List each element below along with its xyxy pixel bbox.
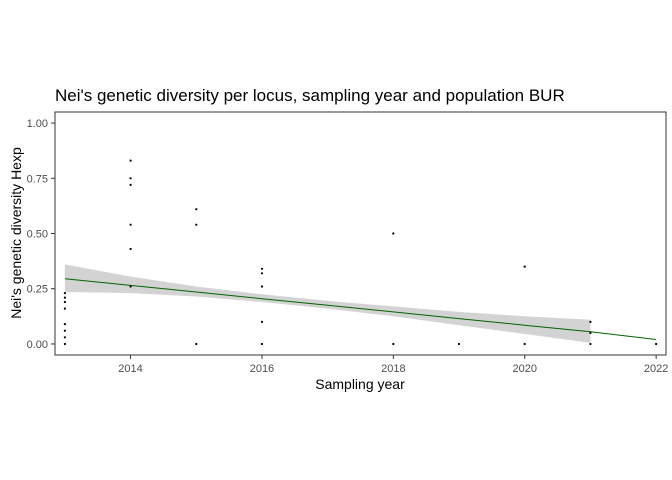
- data-point: [195, 342, 198, 346]
- data-point: [457, 342, 461, 346]
- chart-title: Nei's genetic diversity per locus, sampl…: [55, 86, 565, 105]
- y-tick-label: 1.00: [27, 118, 48, 130]
- data-point: [63, 300, 66, 304]
- data-point: [63, 323, 66, 326]
- data-point: [260, 320, 264, 323]
- trend-line: [64, 278, 657, 340]
- data-point: [655, 342, 658, 346]
- data-point: [260, 267, 264, 270]
- data-point: [195, 208, 198, 211]
- data-point: [523, 342, 526, 346]
- data-point: [523, 265, 526, 268]
- data-point: [129, 223, 132, 226]
- x-tick-label: 2014: [118, 363, 142, 375]
- data-point: [392, 342, 395, 346]
- data-point: [589, 342, 592, 346]
- data-point: [589, 320, 592, 323]
- x-tick-label: 2020: [513, 363, 537, 375]
- y-tick-label: 0.00: [27, 339, 48, 351]
- data-point: [129, 177, 132, 180]
- data-point: [260, 342, 264, 346]
- trend-line-layer: [64, 278, 657, 340]
- data-point: [63, 342, 66, 346]
- plot-panel-border: [54, 111, 667, 356]
- x-tick-label: 2018: [381, 363, 405, 375]
- data-point: [260, 285, 264, 288]
- data-point: [260, 272, 264, 275]
- data-point: [129, 247, 132, 251]
- data-point: [63, 292, 66, 295]
- confidence-band-layer: [64, 264, 591, 343]
- data-point: [63, 307, 66, 310]
- points-layer: [63, 159, 658, 346]
- y-axis-title: Nei's genetic diversity Hexp: [8, 147, 24, 319]
- data-point: [129, 183, 132, 186]
- x-tick-label: 2022: [644, 363, 668, 375]
- x-axis-ticks: 2014 2016 2018 2020 2022: [118, 355, 668, 375]
- y-tick-label: 0.75: [27, 173, 48, 185]
- data-point: [63, 329, 66, 332]
- data-point: [129, 159, 132, 162]
- data-point: [63, 336, 66, 339]
- y-tick-label: 0.25: [27, 284, 48, 296]
- data-point: [129, 285, 132, 288]
- x-axis-title: Sampling year: [315, 376, 405, 392]
- y-axis-ticks: 0.00 0.25 0.50 0.75 1.00: [27, 118, 55, 351]
- y-tick-label: 0.50: [27, 229, 48, 241]
- data-point: [392, 232, 395, 235]
- x-tick-label: 2016: [250, 363, 274, 375]
- data-point: [63, 296, 66, 299]
- data-point: [195, 223, 198, 226]
- confidence-band: [64, 264, 591, 343]
- data-point: [589, 331, 592, 334]
